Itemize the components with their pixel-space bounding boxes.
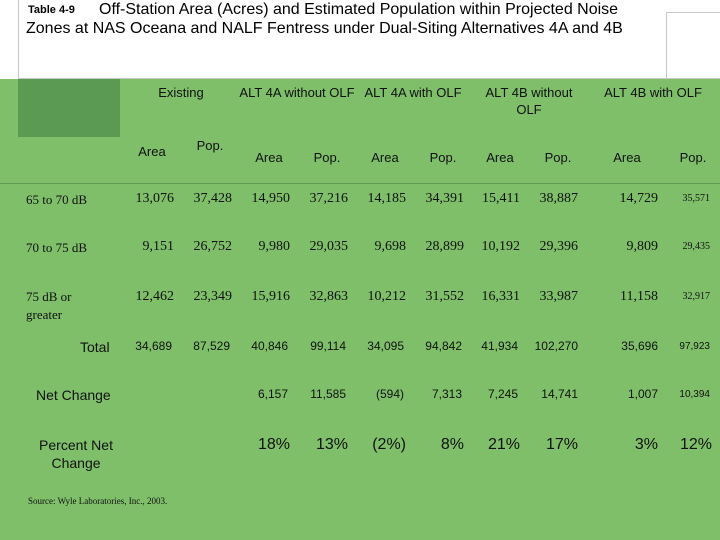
- net-alt4b-without-area: 7,245: [487, 387, 518, 401]
- col-group-alt4a-with-olf: ALT 4A with OLF: [364, 85, 462, 100]
- col-group-alt4b-without-olf: ALT 4B without OLF: [485, 85, 573, 117]
- existing-area: 9,151: [142, 239, 175, 254]
- col-group-existing: Existing: [158, 85, 204, 100]
- alt4a-with-area: 9,698: [374, 239, 407, 254]
- alt4b-without-pop: 29,396: [539, 239, 579, 254]
- alt4a-with-pop: 31,552: [425, 289, 465, 304]
- row-label-65-70: 65 to 70 dB: [26, 192, 88, 207]
- net-alt4a-without-pop: 11,585: [310, 387, 346, 401]
- alt4a-with-pop: 34,391: [425, 191, 465, 206]
- total-existing-area: 34,689: [135, 339, 172, 353]
- header-divider: [0, 183, 720, 184]
- alt4b-with-pop: 32,917: [682, 291, 711, 302]
- total-label: Total: [80, 339, 110, 355]
- alt4b-with-pop: 29,435: [682, 241, 711, 252]
- table-header-corner: [18, 79, 120, 137]
- source-note: Source: Wyle Laboratories, Inc., 2003.: [28, 496, 168, 506]
- pct-alt4a-with-pop: 8%: [440, 436, 464, 453]
- alt4b-without-area: 10,192: [481, 239, 521, 254]
- total-alt4b-without-area: 41,934: [481, 339, 518, 353]
- alt4b-without-pop: 38,887: [539, 191, 579, 206]
- col-header-area: Area: [613, 150, 641, 165]
- alt4a-with-area: 14,185: [367, 191, 407, 206]
- col-header-area: Area: [371, 150, 399, 165]
- net-alt4a-with-area: (594): [375, 387, 404, 401]
- alt4b-without-pop: 33,987: [539, 289, 579, 304]
- net-alt4a-with-pop: 7,313: [431, 387, 462, 401]
- net-change-label: Net Change: [36, 387, 111, 403]
- alt4a-without-pop: 29,035: [309, 239, 349, 254]
- total-alt4b-with-pop: 97,923: [679, 341, 710, 352]
- pct-alt4a-without-pop: 13%: [315, 436, 348, 453]
- table-title: Off-Station Area (Acres) and Estimated P…: [26, 1, 623, 37]
- existing-pop: 23,349: [193, 289, 233, 304]
- col-header-pop: Pop.: [544, 150, 572, 165]
- title-border-right: [666, 12, 667, 78]
- existing-pop: 37,428: [193, 191, 233, 206]
- col-header-pop: Pop.: [679, 150, 707, 165]
- title-border-top-right: [666, 12, 720, 13]
- pct-alt4b-with-area: 3%: [634, 436, 658, 453]
- alt4a-without-area: 14,950: [251, 191, 291, 206]
- col-header-area: Area: [138, 144, 166, 159]
- col-header-area: Area: [486, 150, 514, 165]
- row-label-75-plus: 75 dB or greater: [26, 289, 72, 322]
- total-alt4a-with-pop: 94,842: [425, 339, 462, 353]
- existing-area: 12,462: [135, 289, 175, 304]
- pct-alt4b-without-area: 21%: [487, 436, 520, 453]
- alt4a-without-pop: 32,863: [309, 289, 349, 304]
- alt4b-with-pop: 35,571: [682, 193, 711, 204]
- pct-alt4b-with-pop: 12%: [679, 436, 712, 453]
- pct-alt4a-with-area: (2%): [372, 436, 406, 453]
- title-area: [0, 0, 720, 78]
- pct-alt4b-without-pop: 17%: [545, 436, 578, 453]
- alt4a-with-pop: 28,899: [425, 239, 465, 254]
- table-background: [0, 79, 720, 540]
- title-border-bottom: [18, 78, 720, 79]
- col-group-alt4b-with-olf: ALT 4B with OLF: [604, 85, 702, 100]
- total-alt4a-with-area: 34,095: [367, 339, 404, 353]
- percent-change-label: Percent Net Change: [39, 437, 113, 471]
- col-header-pop: Pop.: [196, 138, 224, 153]
- alt4b-without-area: 15,411: [482, 191, 520, 206]
- alt4b-without-area: 16,331: [481, 289, 521, 304]
- table-number: Table 4-9: [28, 4, 77, 16]
- total-alt4b-with-area: 35,696: [621, 339, 658, 353]
- col-header-pop: Pop.: [429, 150, 457, 165]
- total-alt4a-without-pop: 99,114: [310, 339, 346, 353]
- alt4b-with-area: 11,158: [620, 289, 658, 304]
- net-alt4b-without-pop: 14,741: [541, 387, 578, 401]
- col-header-pop: Pop.: [313, 150, 341, 165]
- alt4a-without-area: 15,916: [251, 289, 291, 304]
- alt4a-without-pop: 37,216: [309, 191, 349, 206]
- total-alt4a-without-area: 40,846: [251, 339, 288, 353]
- pct-alt4a-without-area: 18%: [257, 436, 290, 453]
- total-existing-pop: 87,529: [193, 339, 230, 353]
- total-alt4b-without-pop: 102,270: [534, 339, 578, 353]
- col-group-alt4a-without-olf: ALT 4A without OLF: [239, 85, 355, 100]
- title-border-left: [18, 0, 19, 79]
- net-alt4a-without-area: 6,157: [257, 387, 288, 401]
- existing-area: 13,076: [135, 191, 175, 206]
- col-header-area: Area: [255, 150, 283, 165]
- alt4a-with-area: 10,212: [367, 289, 407, 304]
- row-label-70-75: 70 to 75 dB: [26, 240, 88, 255]
- existing-pop: 26,752: [193, 239, 233, 254]
- alt4a-without-area: 9,980: [258, 239, 291, 254]
- alt4b-with-area: 9,809: [626, 239, 659, 254]
- alt4b-with-area: 14,729: [619, 191, 659, 206]
- net-alt4b-with-area: 1,007: [627, 387, 658, 401]
- net-alt4b-with-pop: 10,394: [679, 389, 710, 400]
